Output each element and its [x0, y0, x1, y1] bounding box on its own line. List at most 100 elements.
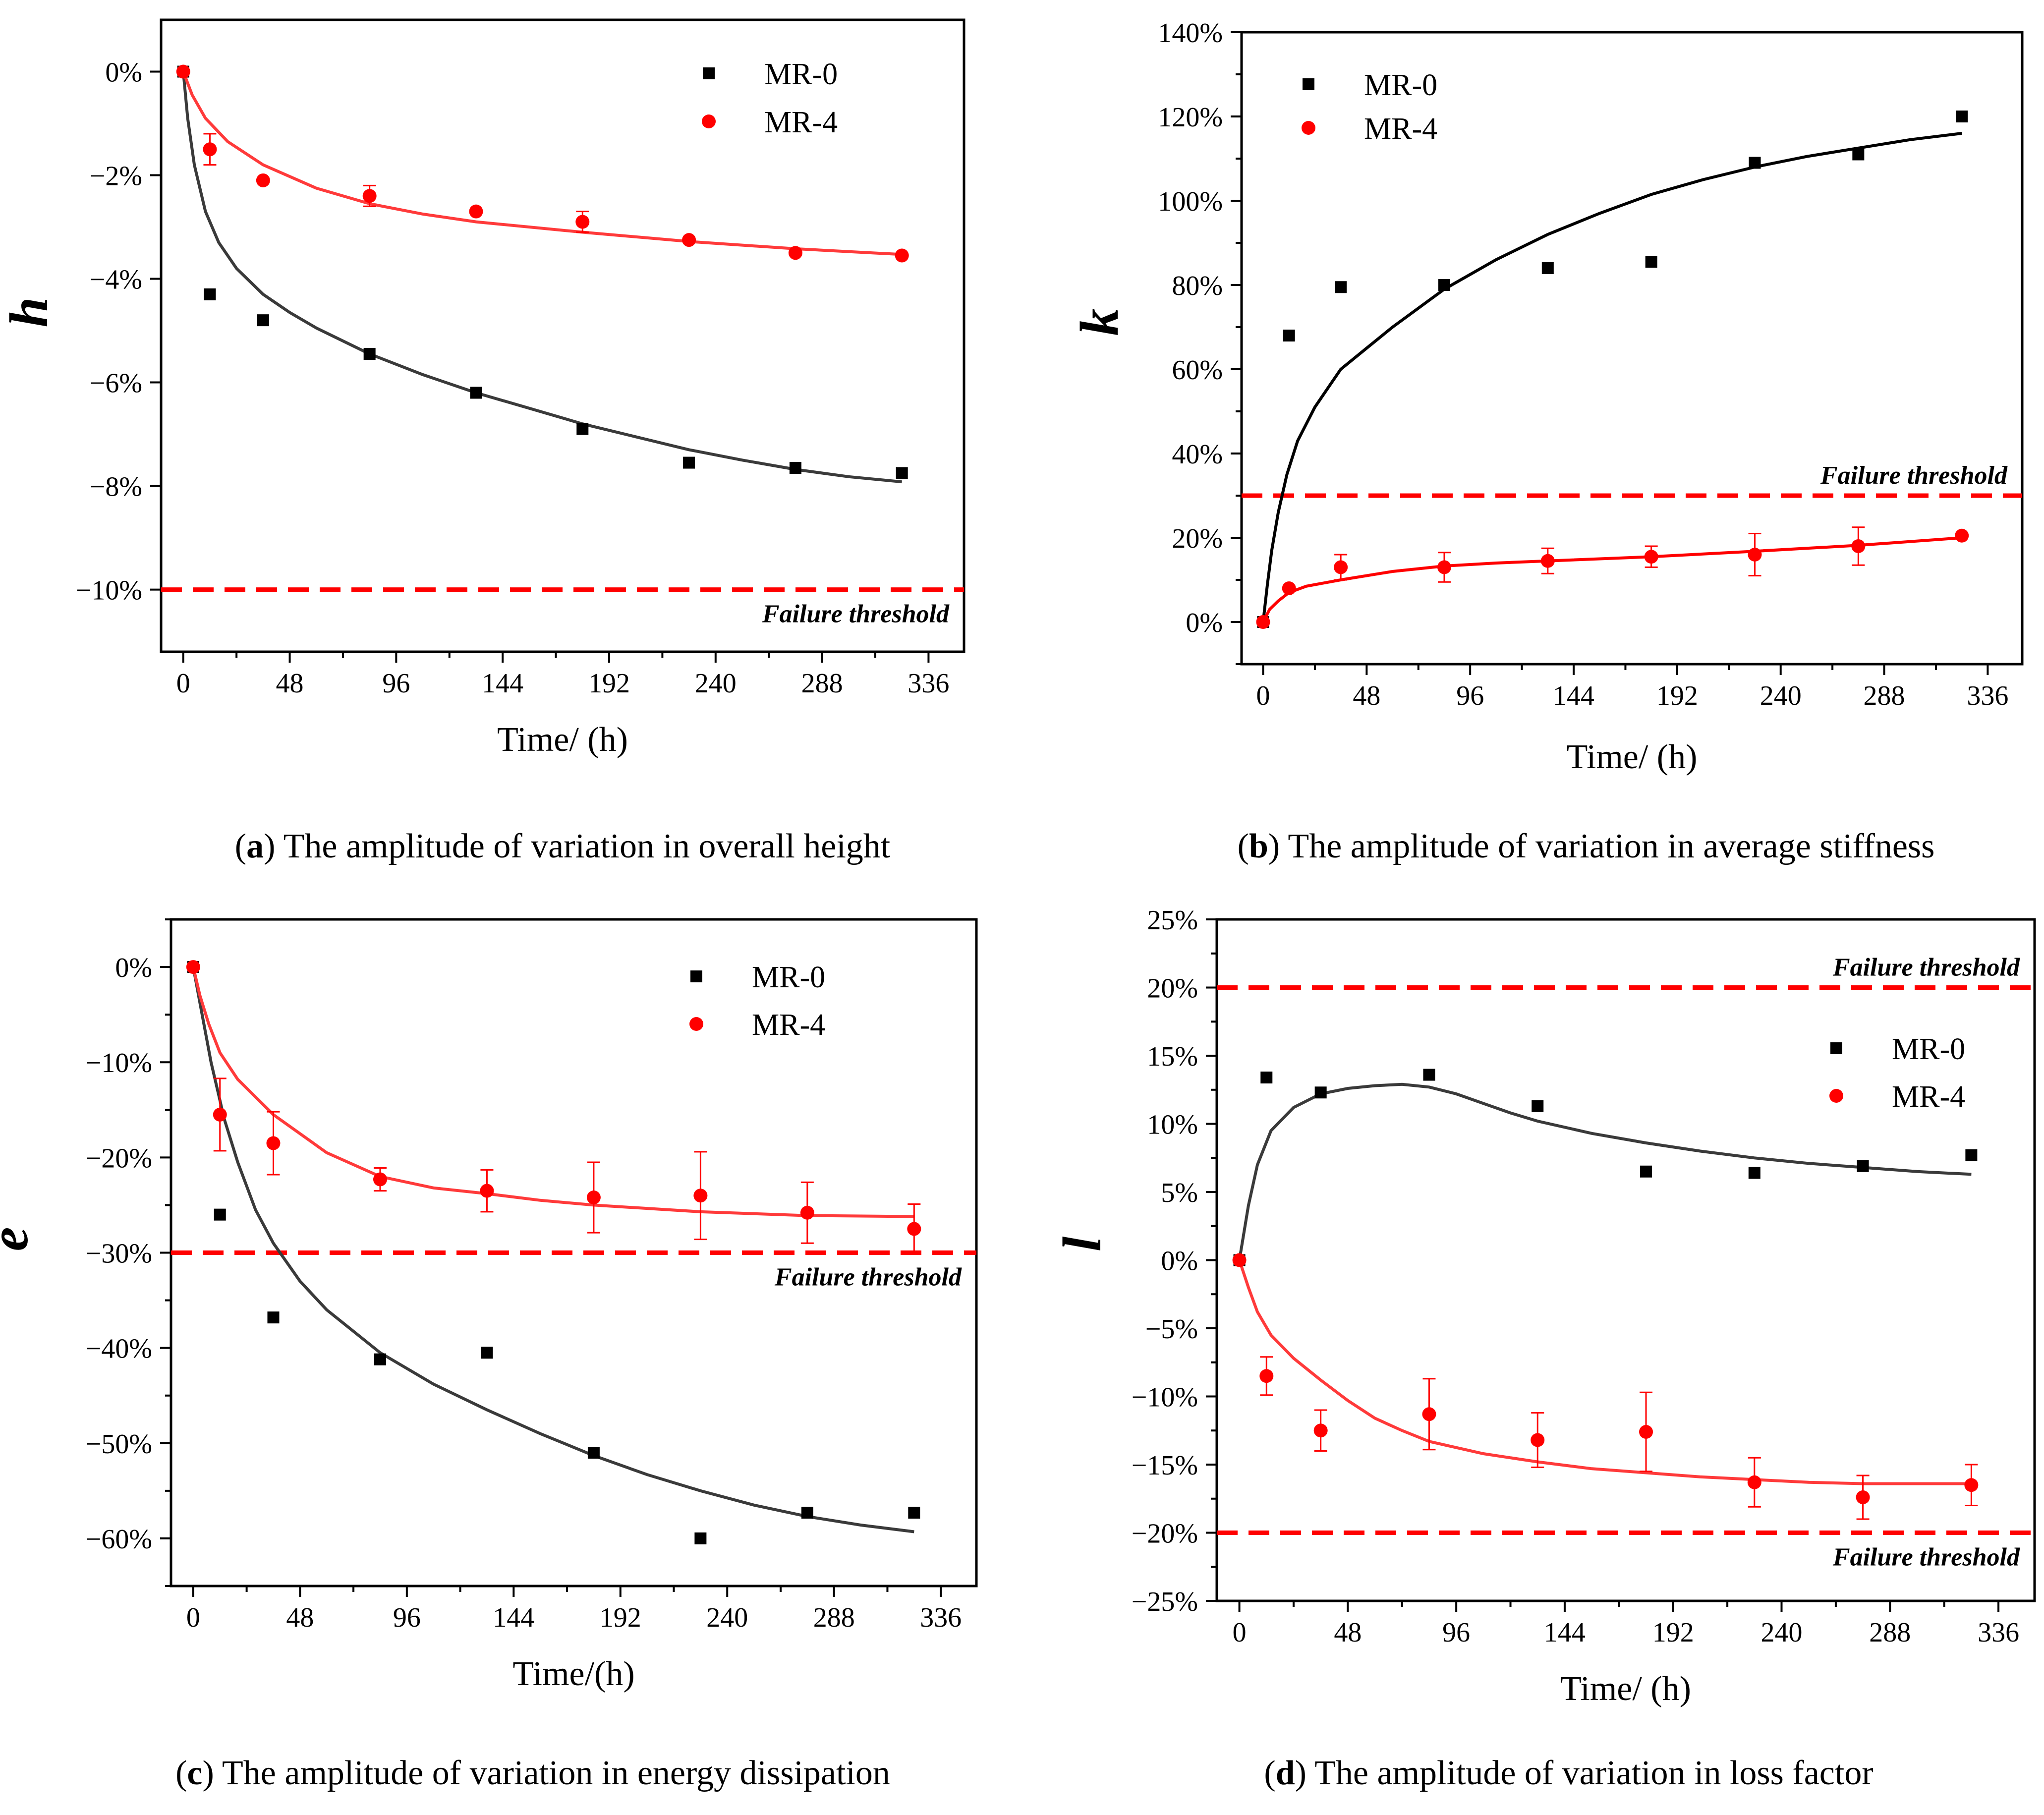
panel-caption: (a) The amplitude of variation in overal… [235, 827, 891, 865]
legend-label-mr-0: MR-0 [764, 57, 838, 91]
caption-letter: c [187, 1754, 202, 1792]
data-point-mr-0 [267, 1311, 280, 1324]
data-point-mr-0 [374, 1353, 386, 1365]
data-point-mr-4 [1851, 539, 1866, 553]
y-tick-label: 20% [1172, 523, 1223, 554]
failure-threshold-label: Failure threshold [774, 1263, 962, 1292]
x-tick-label: 192 [1652, 1617, 1694, 1648]
panel-caption: (c) The amplitude of variation in energy… [175, 1754, 890, 1792]
y-tick-label: 5% [1161, 1178, 1198, 1208]
series-mr-4: MR-4 [176, 64, 909, 263]
y-tick-label: −8% [90, 472, 142, 503]
series-mr-4: MR-4 [1256, 112, 1969, 629]
data-point-mr-0 [1314, 1086, 1327, 1099]
x-tick-label: 192 [588, 668, 630, 699]
y-tick-label: −60% [86, 1524, 152, 1555]
data-point-mr-4 [1259, 1369, 1274, 1383]
y-tick-label: −4% [90, 265, 142, 295]
fit-curve-mr-0 [181, 71, 902, 484]
data-point-mr-4 [266, 1136, 281, 1150]
series-mr-0: MR-0 [1233, 1032, 1978, 1266]
data-point-mr-0 [363, 348, 376, 360]
x-axis-label: Time/ (h) [1567, 738, 1698, 776]
y-tick-label: −50% [86, 1429, 152, 1460]
data-point-mr-0 [1645, 256, 1657, 268]
fit-curve-mr-4 [1238, 1259, 1972, 1485]
fit-curve-mr-0 [1238, 1082, 1972, 1260]
data-point-mr-4 [1964, 1478, 1979, 1492]
caption-text: The amplitude of variation in overall he… [284, 827, 891, 865]
fit-curve-mr-4 [1261, 536, 1962, 623]
legend-marker-mr-4 [1302, 121, 1315, 135]
x-tick-label: 96 [1456, 681, 1484, 711]
x-tick-label: 240 [706, 1602, 748, 1633]
y-tick-label: 0% [115, 953, 152, 983]
panel-caption: (d) The amplitude of variation in loss f… [1264, 1754, 1873, 1792]
legend-label-mr-4: MR-4 [752, 1008, 825, 1042]
data-point-mr-4 [1256, 615, 1270, 629]
data-point-mr-4 [788, 246, 802, 260]
data-point-mr-4 [176, 64, 190, 79]
data-point-mr-0 [470, 387, 482, 399]
series-mr-0: MR-0 [187, 961, 920, 1544]
y-tick-label: 120% [1158, 102, 1223, 133]
panel-c: 0 48 96 144 192 240 288 336 0% −10% −20% −30% −40% −5… [0, 918, 978, 1792]
data-point-mr-0 [1335, 281, 1347, 293]
data-point-mr-0 [1749, 157, 1761, 169]
x-tick-label: 0 [176, 668, 190, 699]
y-tick-label: −20% [1132, 1519, 1198, 1549]
x-tick-label: 0 [1233, 1617, 1247, 1648]
data-point-mr-0 [214, 1208, 226, 1221]
data-point-mr-4 [682, 233, 696, 247]
data-point-mr-4 [1531, 1433, 1545, 1447]
data-point-mr-4 [373, 1172, 387, 1187]
legend-label-mr-0: MR-0 [1364, 68, 1437, 102]
x-tick-label: 96 [1442, 1617, 1470, 1648]
data-point-mr-0 [1852, 148, 1865, 161]
caption-letter: d [1276, 1754, 1295, 1792]
data-point-mr-0 [1748, 1167, 1760, 1179]
data-point-mr-4 [1334, 560, 1348, 574]
data-point-mr-0 [789, 461, 801, 474]
caption-text: The amplitude of variation in average st… [1288, 827, 1934, 865]
data-point-mr-4 [1639, 1425, 1653, 1439]
y-axis-label: e [0, 1227, 39, 1251]
data-point-mr-0 [1857, 1160, 1869, 1172]
x-tick-label: 288 [1869, 1617, 1911, 1648]
x-axis-label: Time/ (h) [1560, 1670, 1691, 1708]
x-tick-label: 336 [920, 1602, 962, 1633]
data-point-mr-4 [693, 1189, 708, 1203]
fit-curve-mr-0 [191, 966, 914, 1533]
data-point-mr-0 [1541, 262, 1554, 274]
legend-marker-mr-0 [690, 970, 702, 982]
x-tick-label: 48 [1334, 1617, 1362, 1648]
data-point-mr-4 [1644, 550, 1658, 564]
panel-b: 0 48 96 144 192 240 288 336 0% 20% 40% 60% 80% 100% 12… [1069, 18, 2024, 865]
legend-label-mr-4: MR-4 [1364, 112, 1437, 146]
x-tick-label: 48 [286, 1602, 314, 1633]
plot-frame [1240, 31, 2024, 666]
caption-paren: ) [203, 1754, 223, 1792]
x-tick-label: 144 [493, 1602, 534, 1633]
x-tick-label: 48 [276, 668, 304, 699]
data-point-mr-4 [1540, 554, 1555, 568]
y-tick-label: −10% [1132, 1382, 1198, 1413]
data-point-mr-4 [800, 1205, 814, 1220]
x-tick-label: 144 [1553, 681, 1594, 711]
x-tick-label: 336 [1967, 681, 2008, 711]
data-point-mr-4 [895, 248, 909, 263]
data-point-mr-0 [481, 1347, 493, 1359]
data-point-mr-0 [204, 288, 216, 300]
y-axis-label: l [1052, 1236, 1112, 1251]
y-tick-label: −2% [90, 161, 142, 192]
data-point-mr-0 [257, 314, 269, 327]
series-mr-0: MR-0 [177, 57, 908, 484]
x-tick-label: 336 [1978, 1617, 2019, 1648]
y-tick-label: 0% [1186, 608, 1223, 638]
y-tick-label: 15% [1147, 1041, 1198, 1072]
y-tick-label: −30% [86, 1239, 152, 1269]
data-point-mr-4 [256, 173, 270, 187]
legend-label-mr-0: MR-0 [752, 961, 825, 994]
